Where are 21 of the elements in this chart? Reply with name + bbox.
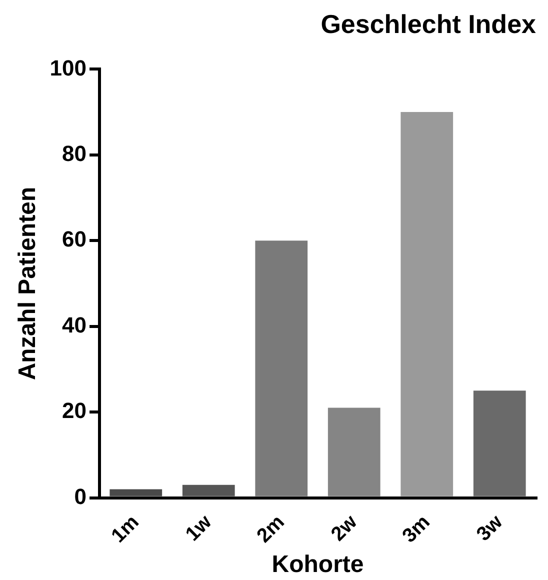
y-tick-label: 80 [62,140,87,166]
bar [473,390,526,496]
x-tick-label: 3w [472,510,508,546]
bar [328,408,380,496]
x-tick-label: 3m [398,511,434,548]
x-tick-label: 2w [327,510,362,546]
y-tick-label: 40 [62,312,87,338]
y-axis-title: Anzahl Patienten [14,186,42,380]
x-axis-title: Kohorte [272,551,364,578]
x-tick-label: 2m [252,511,289,548]
chart-title: Geschlecht Index [320,8,537,39]
x-tick-label: 1m [107,511,144,548]
y-tick-label: 60 [62,226,87,252]
y-tick-label: 0 [74,484,87,509]
bar [182,484,235,496]
x-tick-label: 1w [182,510,216,546]
y-tick-label: 20 [62,398,87,424]
bar [400,112,454,496]
bar [110,489,162,496]
y-tick-label: 100 [50,55,87,80]
bar [255,240,308,496]
